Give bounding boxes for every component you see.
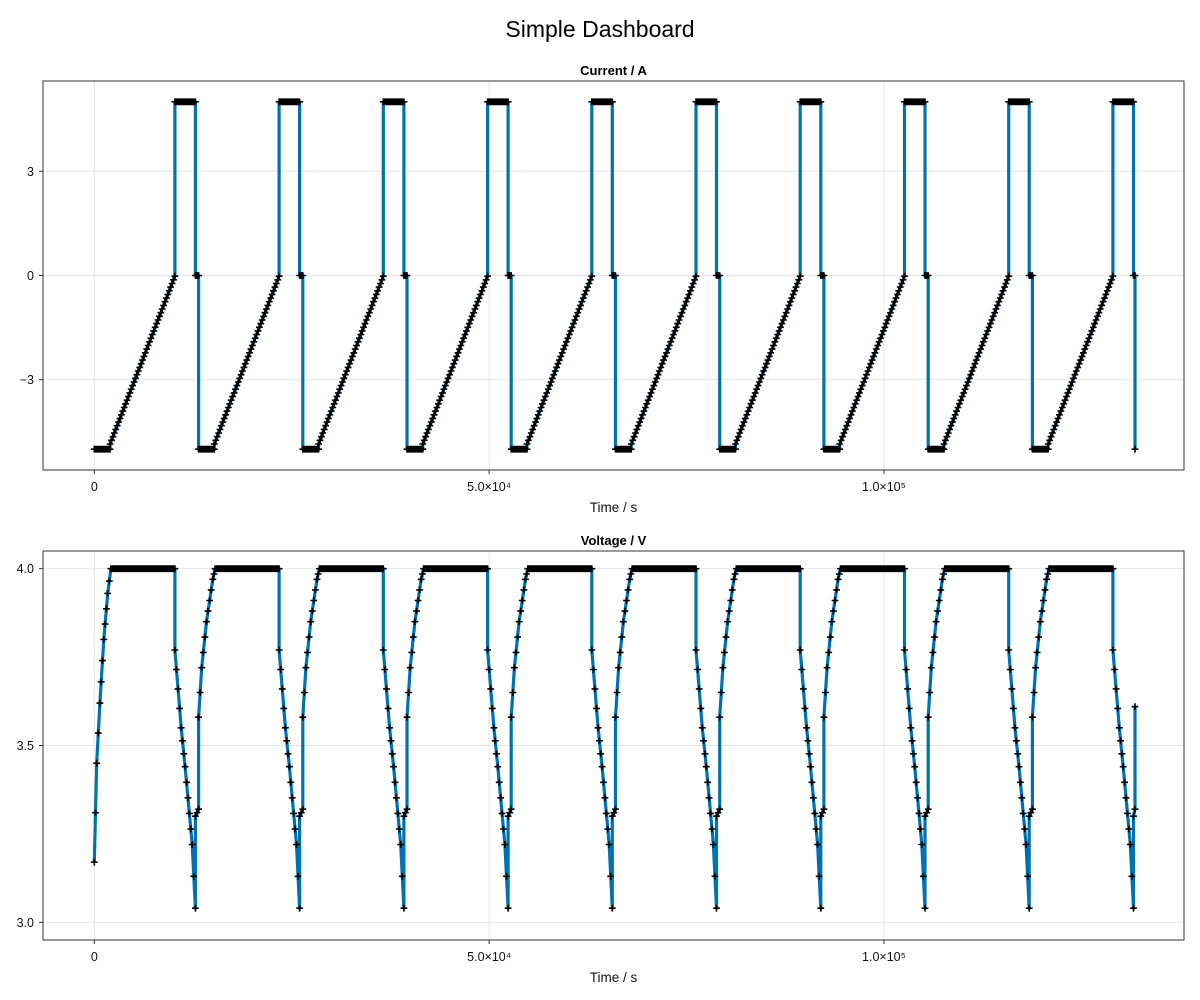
figure-title: Simple Dashboard xyxy=(505,16,695,42)
panel-title: Current / A xyxy=(580,63,647,78)
series-markers xyxy=(90,565,1139,912)
y-tick-label: 3 xyxy=(27,165,34,179)
series-markers xyxy=(90,98,1139,453)
x-tick-label: 5.0×10⁴ xyxy=(467,950,511,964)
y-tick-label: 3.0 xyxy=(17,916,34,930)
chart-panel-1: Current / A 0 5.0×10⁴ 1.0×10⁵ −3 0 3 Time / s xyxy=(20,63,1185,515)
x-tick-label: 5.0×10⁴ xyxy=(467,480,511,494)
series-line xyxy=(92,567,1137,910)
x-tick-label: 1.0×10⁵ xyxy=(862,950,906,964)
x-axis-label: Time / s xyxy=(590,970,638,985)
x-axis-label: Time / s xyxy=(590,500,638,515)
y-tick-label: 0 xyxy=(27,269,34,283)
y-tick-label: −3 xyxy=(20,373,34,387)
x-tick-label: 1.0×10⁵ xyxy=(862,480,906,494)
y-tick-label: 4.0 xyxy=(17,562,34,576)
y-tick-label: 3.5 xyxy=(17,739,34,753)
x-tick-label: 0 xyxy=(91,950,98,964)
panel-title: Voltage / V xyxy=(581,533,647,548)
x-tick-label: 0 xyxy=(91,480,98,494)
chart-panel-2: Voltage / V 0 5.0×10⁴ 1.0×10⁵ 3.0 3.5 4.0 Time … xyxy=(17,533,1185,985)
